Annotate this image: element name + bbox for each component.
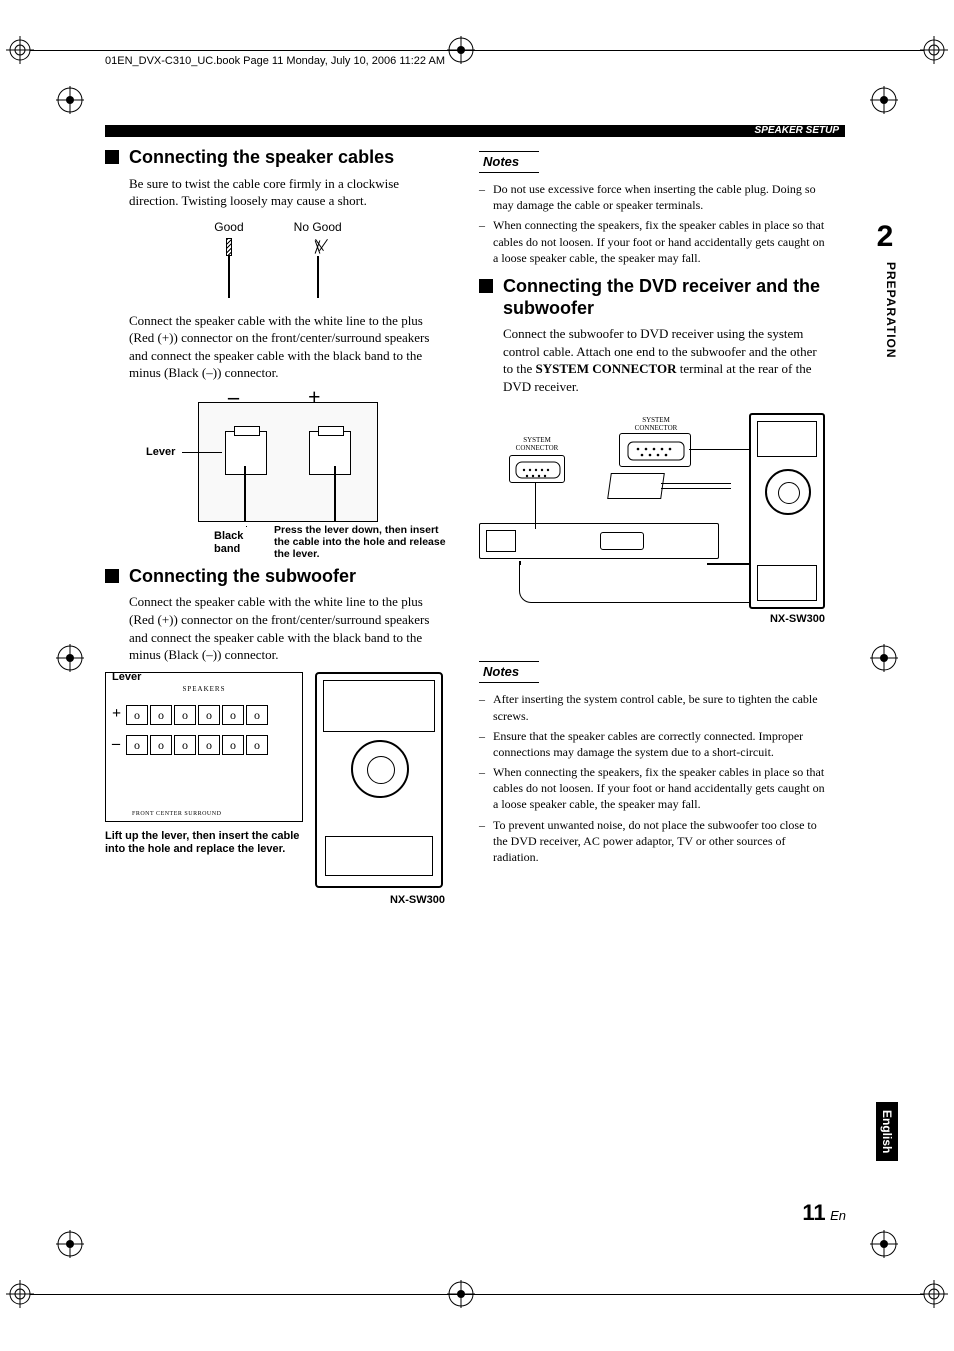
wire-good-icon bbox=[224, 238, 234, 298]
page-content: 01EN_DVX-C310_UC.book Page 11 Monday, Ju… bbox=[105, 55, 845, 906]
square-bullet-icon bbox=[105, 569, 119, 583]
note-item: After inserting the system control cable… bbox=[479, 691, 825, 723]
language-tab: English bbox=[876, 1102, 898, 1161]
label-good: Good bbox=[214, 220, 243, 234]
para: Connect the subwoofer to DVD receiver us… bbox=[479, 325, 825, 395]
note-item: Do not use excessive force when insertin… bbox=[479, 181, 825, 213]
notes-heading: Notes bbox=[479, 664, 519, 679]
topbar-label: SPEAKER SETUP bbox=[749, 125, 845, 137]
left-column: Connecting the speaker cables Be sure to… bbox=[105, 147, 451, 906]
label-system-connector: SYSTEM CONNECTOR bbox=[627, 417, 685, 432]
chapter-name: PREPARATION bbox=[872, 262, 898, 359]
plus-symbol: + bbox=[112, 705, 121, 723]
label-black-band: Black band bbox=[214, 530, 243, 555]
note-item: When connecting the speakers, fix the sp… bbox=[479, 764, 825, 813]
label-system-connector: SYSTEM CONNECTOR bbox=[505, 437, 569, 452]
crop-mark-icon bbox=[56, 1230, 84, 1258]
para: Connect the speaker cable with the white… bbox=[105, 312, 451, 382]
caption-model: NX-SW300 bbox=[315, 894, 445, 906]
heading-connecting-subwoofer: Connecting the subwoofer bbox=[105, 566, 451, 588]
subwoofer-rear-icon bbox=[315, 672, 443, 888]
book-header-line: 01EN_DVX-C310_UC.book Page 11 Monday, Ju… bbox=[105, 55, 845, 67]
chapter-number: 2 bbox=[872, 220, 898, 254]
notes-list-2: After inserting the system control cable… bbox=[479, 691, 825, 865]
para: Be sure to twist the cable core firmly i… bbox=[105, 175, 451, 210]
right-column: Notes Do not use excessive force when in… bbox=[479, 147, 825, 906]
crop-line bbox=[30, 1294, 924, 1295]
label-channels: FRONT CENTER SURROUND bbox=[132, 811, 221, 817]
crop-mark-icon bbox=[920, 36, 948, 64]
crop-mark-icon bbox=[870, 644, 898, 672]
para: Connect the speaker cable with the white… bbox=[105, 593, 451, 663]
crop-mark-icon bbox=[870, 1230, 898, 1258]
notes-list-1: Do not use excessive force when insertin… bbox=[479, 181, 825, 266]
section-topbar: SPEAKER SETUP bbox=[105, 115, 845, 137]
crop-mark-icon bbox=[56, 86, 84, 114]
page-number: 11 En bbox=[802, 1200, 846, 1226]
crop-mark-icon bbox=[56, 644, 84, 672]
label-instruction: Press the lever down, then insert the ca… bbox=[274, 524, 454, 560]
crop-line bbox=[30, 50, 924, 51]
label-speakers: SPEAKERS bbox=[106, 685, 302, 693]
note-item: To prevent unwanted noise, do not place … bbox=[479, 817, 825, 866]
wire-bad-icon bbox=[313, 238, 323, 298]
notes-heading: Notes bbox=[479, 154, 519, 169]
minus-symbol: – bbox=[112, 735, 120, 753]
square-bullet-icon bbox=[479, 279, 493, 293]
figure-subwoofer-terminals: Lever SPEAKERS + – oooooo oooooo FRONT C… bbox=[105, 672, 451, 906]
label-lever: Lever bbox=[146, 446, 175, 459]
label-nogood: No Good bbox=[294, 220, 342, 234]
caption-lift-lever: Lift up the lever, then insert the cable… bbox=[105, 830, 303, 858]
crop-mark-icon bbox=[870, 86, 898, 114]
note-item: Ensure that the speaker cables are corre… bbox=[479, 728, 825, 760]
heading-connecting-speaker-cables: Connecting the speaker cables bbox=[105, 147, 451, 169]
caption-model: NX-SW300 bbox=[770, 613, 825, 625]
figure-system-connector: SYSTEM CONNECTOR SYSTEM CONNECTOR NX-SW3… bbox=[479, 413, 825, 643]
label-lever: Lever bbox=[112, 671, 141, 684]
subwoofer-icon bbox=[749, 413, 825, 609]
figure-good-nogood: Good No Good bbox=[105, 220, 451, 298]
heading-connecting-dvd-subwoofer: Connecting the DVD receiver and the subw… bbox=[479, 276, 825, 319]
figure-lever-terminal: – + Lever Black band Press the lever dow… bbox=[148, 390, 408, 560]
note-item: When connecting the speakers, fix the sp… bbox=[479, 217, 825, 266]
chapter-side-tab: 2 PREPARATION bbox=[872, 220, 898, 359]
square-bullet-icon bbox=[105, 150, 119, 164]
dvd-receiver-icon bbox=[479, 523, 719, 559]
crop-mark-icon bbox=[920, 1280, 948, 1308]
